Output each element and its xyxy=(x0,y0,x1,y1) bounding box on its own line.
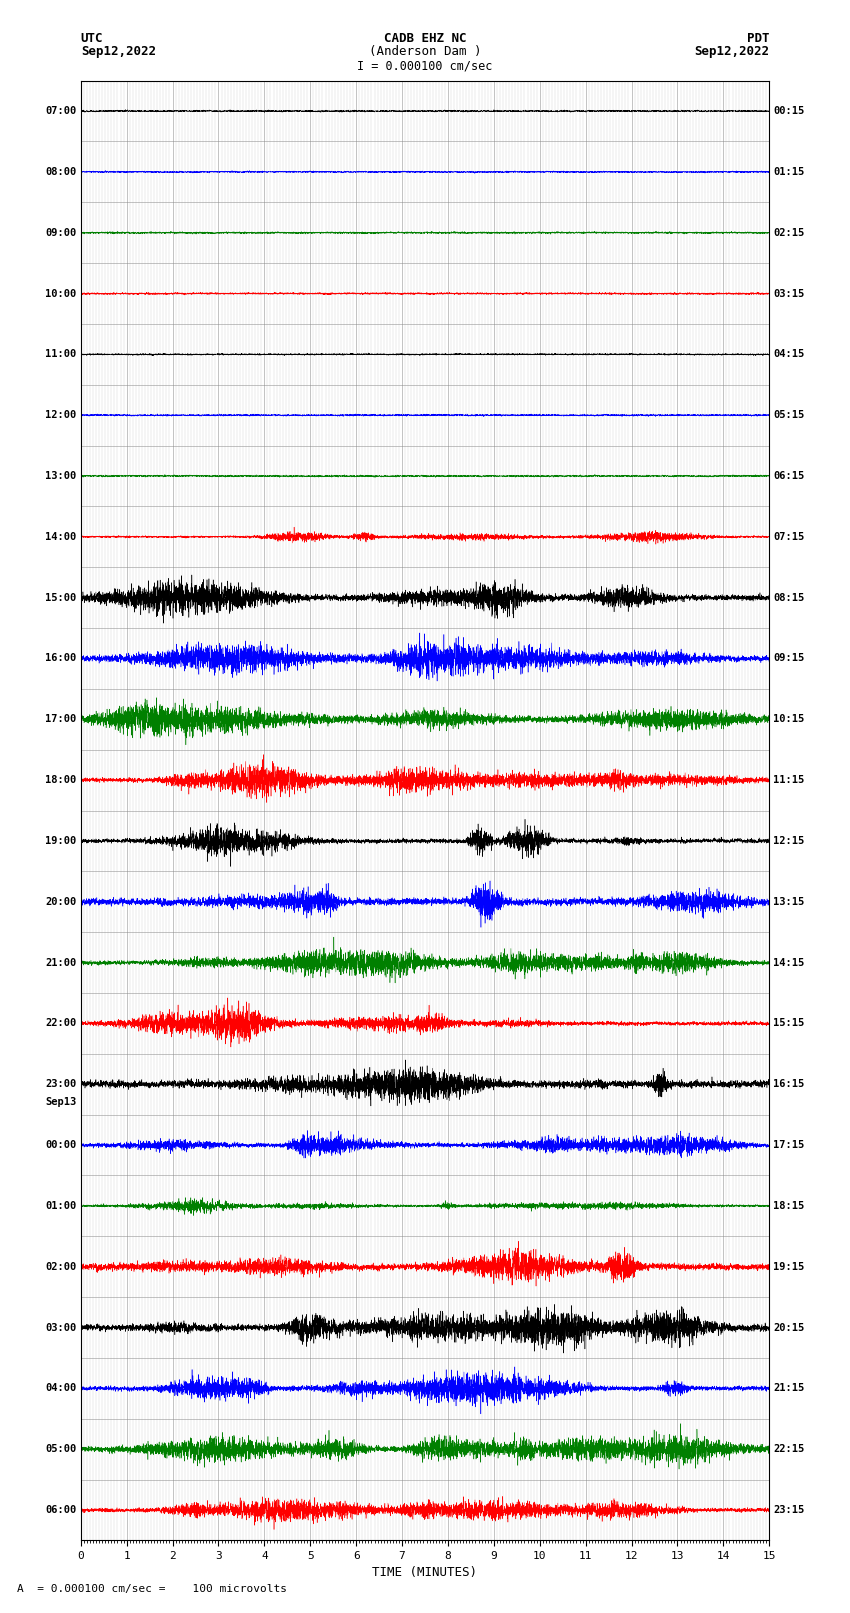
Text: 16:00: 16:00 xyxy=(45,653,76,663)
Text: 23:15: 23:15 xyxy=(774,1505,805,1515)
Text: 04:00: 04:00 xyxy=(45,1384,76,1394)
Text: 06:15: 06:15 xyxy=(774,471,805,481)
Text: 03:15: 03:15 xyxy=(774,289,805,298)
Text: 10:15: 10:15 xyxy=(774,715,805,724)
Text: 15:00: 15:00 xyxy=(45,592,76,603)
Text: 00:00: 00:00 xyxy=(45,1140,76,1150)
Text: 22:00: 22:00 xyxy=(45,1018,76,1029)
Text: 14:15: 14:15 xyxy=(774,958,805,968)
Text: 01:00: 01:00 xyxy=(45,1202,76,1211)
Text: 11:00: 11:00 xyxy=(45,350,76,360)
Text: 16:15: 16:15 xyxy=(774,1079,805,1089)
Text: Sep12,2022: Sep12,2022 xyxy=(694,45,769,58)
Text: 02:00: 02:00 xyxy=(45,1261,76,1271)
Text: 07:15: 07:15 xyxy=(774,532,805,542)
Text: 17:15: 17:15 xyxy=(774,1140,805,1150)
Text: 12:15: 12:15 xyxy=(774,836,805,845)
Text: 19:15: 19:15 xyxy=(774,1261,805,1271)
Text: Sep13: Sep13 xyxy=(45,1097,76,1107)
Text: 06:00: 06:00 xyxy=(45,1505,76,1515)
Text: PDT: PDT xyxy=(747,32,769,45)
Text: 12:00: 12:00 xyxy=(45,410,76,419)
Text: 22:15: 22:15 xyxy=(774,1444,805,1455)
Text: 04:15: 04:15 xyxy=(774,350,805,360)
Text: CADB EHZ NC: CADB EHZ NC xyxy=(383,32,467,45)
Text: 07:00: 07:00 xyxy=(45,106,76,116)
Text: 18:00: 18:00 xyxy=(45,776,76,786)
Text: 23:00: 23:00 xyxy=(45,1079,76,1089)
Text: 20:00: 20:00 xyxy=(45,897,76,907)
Text: 08:15: 08:15 xyxy=(774,592,805,603)
Text: 00:15: 00:15 xyxy=(774,106,805,116)
Text: 21:15: 21:15 xyxy=(774,1384,805,1394)
Text: 21:00: 21:00 xyxy=(45,958,76,968)
Text: 09:00: 09:00 xyxy=(45,227,76,237)
Text: I = 0.000100 cm/sec: I = 0.000100 cm/sec xyxy=(357,60,493,73)
Text: 20:15: 20:15 xyxy=(774,1323,805,1332)
Text: 05:15: 05:15 xyxy=(774,410,805,419)
Text: 14:00: 14:00 xyxy=(45,532,76,542)
Text: 13:00: 13:00 xyxy=(45,471,76,481)
Text: 19:00: 19:00 xyxy=(45,836,76,845)
Text: UTC: UTC xyxy=(81,32,103,45)
Text: 11:15: 11:15 xyxy=(774,776,805,786)
Text: 03:00: 03:00 xyxy=(45,1323,76,1332)
Text: 17:00: 17:00 xyxy=(45,715,76,724)
Text: (Anderson Dam ): (Anderson Dam ) xyxy=(369,45,481,58)
Text: 08:00: 08:00 xyxy=(45,166,76,177)
Text: 01:15: 01:15 xyxy=(774,166,805,177)
X-axis label: TIME (MINUTES): TIME (MINUTES) xyxy=(372,1566,478,1579)
Text: 09:15: 09:15 xyxy=(774,653,805,663)
Text: 05:00: 05:00 xyxy=(45,1444,76,1455)
Text: 18:15: 18:15 xyxy=(774,1202,805,1211)
Text: 02:15: 02:15 xyxy=(774,227,805,237)
Text: 10:00: 10:00 xyxy=(45,289,76,298)
Text: Sep12,2022: Sep12,2022 xyxy=(81,45,156,58)
Text: 15:15: 15:15 xyxy=(774,1018,805,1029)
Text: 13:15: 13:15 xyxy=(774,897,805,907)
Text: A  = 0.000100 cm/sec =    100 microvolts: A = 0.000100 cm/sec = 100 microvolts xyxy=(17,1584,287,1594)
